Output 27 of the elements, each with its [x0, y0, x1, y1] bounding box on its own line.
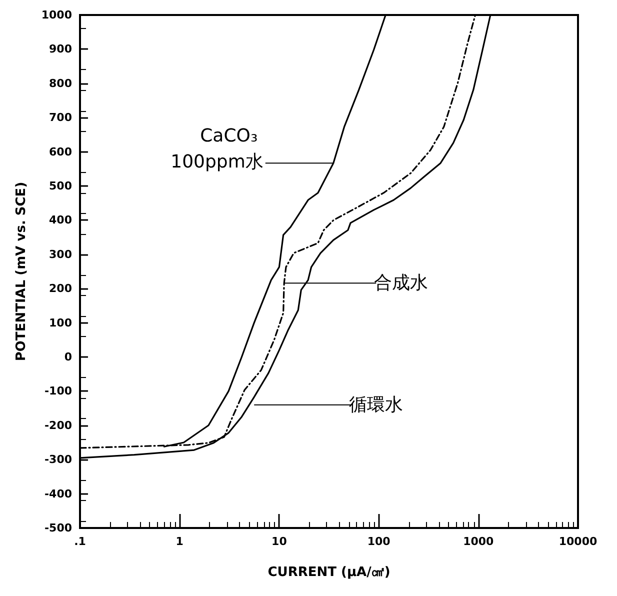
x-tick-label: 1	[176, 535, 184, 548]
y-tick-label: -400	[44, 487, 72, 500]
y-tick-label: 1000	[41, 8, 72, 22]
x-tick-label: 10	[272, 535, 288, 548]
x-tick-label: .1	[74, 535, 86, 548]
y-tick-label: 200	[49, 282, 72, 296]
y-tick-label: 600	[49, 145, 72, 158]
annotation: 合成水	[374, 272, 428, 294]
y-axis-title: POTENTIAL (mV vs. SCE)	[14, 182, 29, 362]
y-tick-label: -100	[44, 384, 72, 398]
annotation: 循環水	[349, 394, 404, 416]
y-tick-label: 500	[49, 180, 72, 192]
y-tick-label: -500	[44, 522, 72, 534]
y-tick-label: -200	[44, 418, 72, 432]
y-tick-label: 400	[49, 214, 72, 227]
x-tick-label: 100	[367, 535, 391, 548]
annotation: CaCO₃ 100ppm水	[170, 126, 264, 173]
x-tick-label: 10000	[558, 535, 598, 548]
y-tick-label: 300	[49, 248, 72, 261]
y-tick-label: 900	[49, 42, 72, 56]
y-tick-label: 100	[49, 316, 72, 330]
x-tick-label: 1000	[463, 535, 494, 548]
y-tick-label: -300	[44, 453, 72, 466]
y-tick-label: 700	[49, 111, 72, 124]
y-tick-label: 0	[64, 350, 72, 364]
y-tick-label: 800	[49, 76, 72, 90]
x-axis-title: CURRENT (μA/㎠)	[268, 565, 390, 580]
